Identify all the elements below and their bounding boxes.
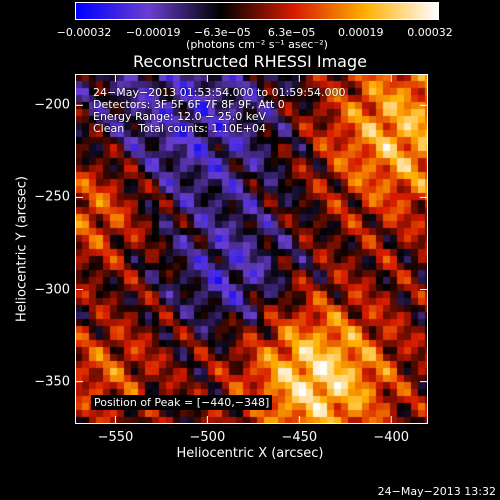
timestamp: 24−May−2013 13:32 bbox=[377, 485, 496, 498]
y-tick-label: −350 bbox=[34, 374, 70, 390]
y-tick-label: −300 bbox=[34, 282, 70, 298]
info-counts: Total counts: 1.10E+04 bbox=[138, 122, 267, 135]
y-tick-label: −200 bbox=[34, 97, 70, 113]
info-time: 24−May−2013 01:53:54.000 to 01:59:54.000 bbox=[93, 86, 346, 99]
colorbar-tick-label: 6.3e−05 bbox=[267, 26, 316, 39]
colorbar-tick-label: −0.00032 bbox=[56, 26, 112, 39]
plot-area: 24−May−2013 01:53:54.000 to 01:59:54.000… bbox=[75, 74, 428, 424]
x-tick-label: −500 bbox=[189, 430, 226, 445]
colorbar bbox=[75, 2, 439, 20]
info-method-counts: Clean Total counts: 1.10E+04 bbox=[93, 122, 266, 135]
y-tick-label: −250 bbox=[34, 189, 70, 205]
x-axis-label: Heliocentric X (arcsec) bbox=[176, 446, 324, 461]
x-tick-label: −400 bbox=[373, 430, 410, 445]
colorbar-tick-label: 0.00019 bbox=[338, 26, 384, 39]
colorbar-tick-label: −0.00019 bbox=[125, 26, 181, 39]
info-method: Clean bbox=[93, 122, 125, 135]
y-axis-label: Heliocentric Y (arcsec) bbox=[14, 176, 30, 322]
chart-title: Reconstructed RHESSI Image bbox=[133, 52, 367, 71]
info-detectors: Detectors: 3F 5F 6F 7F 8F 9F, Att 0 bbox=[93, 98, 285, 111]
peak-position-label: Position of Peak = [−440,−348] bbox=[91, 395, 273, 410]
heatmap-image bbox=[75, 74, 428, 424]
plot-border bbox=[75, 74, 428, 424]
colorbar-units: (photons cm⁻² s⁻¹ asec⁻²) bbox=[186, 38, 328, 51]
colorbar-tick-label: −6.3e−05 bbox=[194, 26, 251, 39]
x-tick-label: −550 bbox=[97, 430, 134, 445]
info-energy: Energy Range: 12.0 − 25.0 keV bbox=[93, 110, 267, 123]
plot-axes bbox=[75, 74, 428, 424]
x-tick-label: −450 bbox=[281, 430, 318, 445]
colorbar-tick-label: 0.00032 bbox=[407, 26, 453, 39]
